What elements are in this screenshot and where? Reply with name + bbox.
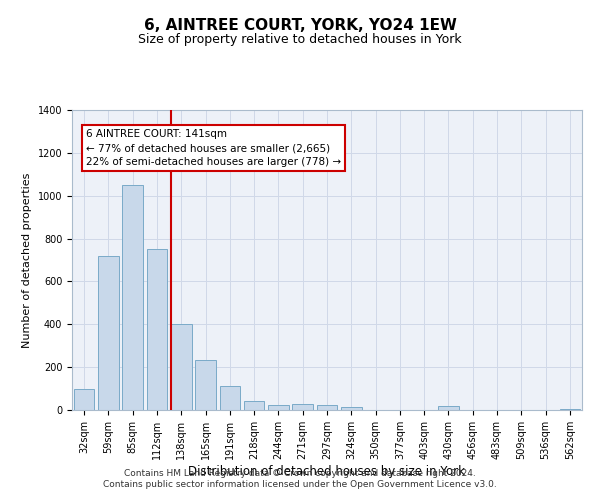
Text: Contains HM Land Registry data © Crown copyright and database right 2024.: Contains HM Land Registry data © Crown c…: [124, 468, 476, 477]
Bar: [341, 407, 362, 410]
Bar: [220, 386, 240, 410]
Bar: [195, 360, 216, 410]
Bar: [438, 406, 459, 410]
Bar: [317, 404, 337, 410]
Bar: [560, 409, 580, 410]
Text: 6, AINTREE COURT, YORK, YO24 1EW: 6, AINTREE COURT, YORK, YO24 1EW: [143, 18, 457, 32]
Bar: [268, 404, 289, 410]
Bar: [292, 404, 313, 410]
Bar: [122, 185, 143, 410]
Bar: [74, 388, 94, 410]
Y-axis label: Number of detached properties: Number of detached properties: [22, 172, 32, 348]
Text: Size of property relative to detached houses in York: Size of property relative to detached ho…: [138, 32, 462, 46]
Bar: [171, 324, 191, 410]
Text: 6 AINTREE COURT: 141sqm
← 77% of detached houses are smaller (2,665)
22% of semi: 6 AINTREE COURT: 141sqm ← 77% of detache…: [86, 130, 341, 168]
Bar: [98, 256, 119, 410]
X-axis label: Distribution of detached houses by size in York: Distribution of detached houses by size …: [188, 464, 466, 477]
Bar: [244, 402, 265, 410]
Text: Contains public sector information licensed under the Open Government Licence v3: Contains public sector information licen…: [103, 480, 497, 489]
Bar: [146, 250, 167, 410]
